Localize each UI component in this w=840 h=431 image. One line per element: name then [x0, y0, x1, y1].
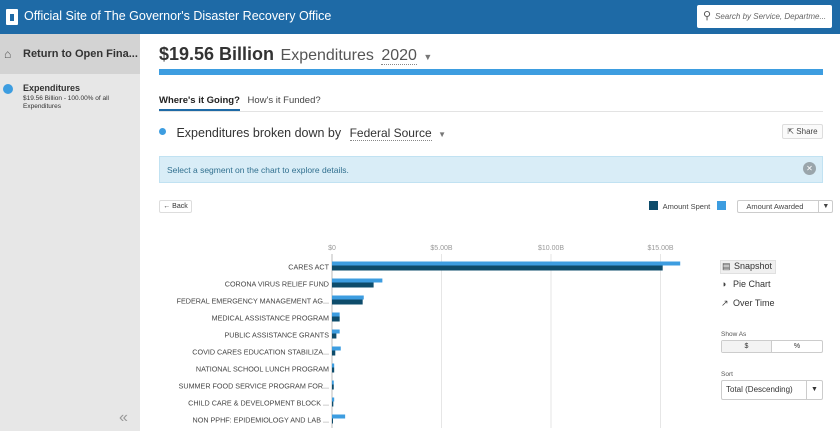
chart-legend: Amount Spent Amount Awarded ▼	[649, 200, 834, 213]
search-box[interactable]: ⚲	[697, 5, 832, 28]
category-label: CHILD CARE & DEVELOPMENT BLOCK ...	[188, 399, 329, 408]
category-label: COVID CARES EDUCATION STABILIZA...	[192, 348, 329, 357]
return-button[interactable]: ⌂ Return to Open Fina...	[0, 34, 140, 74]
spent-bar[interactable]	[332, 265, 663, 271]
tick-label: $10.00B	[538, 245, 564, 252]
total-amount: $19.56 Billion	[159, 44, 275, 64]
spent-bar[interactable]	[332, 350, 336, 356]
awarded-bar[interactable]	[332, 312, 340, 317]
category-label: FEDERAL EMERGENCY MANAGEMENT AG...	[177, 297, 329, 306]
site-logo-icon[interactable]	[6, 9, 18, 25]
share-label: Share	[796, 127, 818, 136]
category-label: NATIONAL SCHOOL LUNCH PROGRAM	[196, 365, 329, 374]
awarded-bar[interactable]	[332, 414, 346, 419]
show-as-label: Show As	[721, 331, 747, 338]
breakdown-heading: Expenditures broken down by Federal Sour…	[159, 124, 446, 142]
sort-label: Sort	[721, 371, 733, 378]
sort-caret-icon[interactable]: ▼	[806, 381, 822, 399]
awarded-bar[interactable]	[332, 346, 341, 351]
sort-value: Total (Descending)	[726, 385, 793, 394]
sidebar-item-subtext: $19.56 Billion - 100.00% of all Expendit…	[23, 95, 110, 110]
awarded-bar[interactable]	[332, 261, 681, 266]
info-banner: Select a segment on the chart to explore…	[159, 156, 823, 183]
total-progress-bar	[159, 69, 823, 75]
spent-bar[interactable]	[332, 367, 335, 373]
pie-chart-icon: ◑	[721, 279, 727, 289]
view-pie-chart[interactable]: ◑ Pie Chart	[721, 279, 771, 289]
expenditures-dot-icon	[3, 84, 13, 94]
spent-bar[interactable]	[332, 316, 340, 322]
sidebar: ⌂ Return to Open Fina... Expenditures $1…	[0, 34, 140, 431]
close-icon[interactable]: ✕	[803, 162, 816, 175]
total-label: Expenditures	[280, 47, 374, 64]
back-button[interactable]: ← Back	[159, 200, 192, 213]
legend-swatch-awarded	[717, 201, 727, 210]
spent-bar[interactable]	[332, 418, 333, 424]
category-label: NON PPHF: EPIDEMIOLOGY AND LAB ...	[193, 416, 329, 425]
legend-caret-icon[interactable]: ▼	[818, 201, 832, 212]
sort-select[interactable]: Total (Descending) ▼	[721, 380, 823, 400]
tab-how-funded[interactable]: How's it Funded?	[247, 95, 321, 106]
breakdown-dot-icon	[159, 128, 166, 135]
category-label: CARES ACT	[288, 263, 329, 272]
header-bar: Official Site of The Governor's Disaster…	[0, 0, 840, 34]
return-label: Return to Open Fina...	[23, 48, 138, 60]
bar-chart[interactable]: $0 $5.00B $10.00B $15.00B CARES ACT CORONA VI…	[140, 234, 700, 431]
awarded-bar[interactable]	[332, 278, 383, 283]
legend-label-spent: Amount Spent	[662, 202, 711, 211]
awarded-bar[interactable]	[332, 380, 334, 385]
view-over-time[interactable]: ↗ Over Time	[721, 298, 775, 308]
spent-bar[interactable]	[332, 282, 374, 288]
legend-label-awarded: Amount Awarded	[746, 202, 804, 211]
category-label: MEDICAL ASSISTANCE PROGRAM	[212, 314, 329, 323]
breakdown-caret-icon[interactable]: ▼	[438, 130, 447, 139]
site-title[interactable]: Official Site of The Governor's Disaster…	[24, 9, 332, 23]
amount-awarded-select[interactable]: Amount Awarded ▼	[737, 200, 834, 213]
tick-label: $0	[328, 245, 336, 252]
page-title: $19.56 Billion Expenditures 2020 ▼	[159, 44, 432, 65]
tabs-divider	[159, 111, 823, 112]
sidebar-item-expenditures[interactable]: Expenditures $19.56 Billion - 100.00% of…	[0, 80, 140, 116]
category-label: SUMMER FOOD SERVICE PROGRAM FOR...	[179, 382, 329, 391]
bar-chart-icon: ▤	[722, 261, 731, 271]
awarded-bar[interactable]	[332, 363, 335, 368]
tab-where-going[interactable]: Where's it Going?	[159, 95, 240, 111]
show-as-toggle: $ %	[721, 340, 823, 353]
tabs: Where's it Going? How's it Funded?	[159, 95, 326, 111]
awarded-bar[interactable]	[332, 397, 335, 402]
spent-bar[interactable]	[332, 333, 337, 339]
tick-label: $5.00B	[430, 245, 453, 252]
view-snapshot[interactable]: ▤ Snapshot	[720, 260, 776, 274]
spent-bar[interactable]	[332, 299, 363, 305]
search-icon[interactable]: ⚲	[703, 10, 712, 22]
spent-bar[interactable]	[332, 384, 334, 390]
tick-label: $15.00B	[647, 245, 673, 252]
search-input[interactable]	[715, 8, 829, 25]
share-icon: ⇱	[787, 127, 795, 136]
sidebar-item-name: Expenditures	[23, 83, 81, 93]
awarded-bar[interactable]	[332, 329, 340, 334]
spent-bar[interactable]	[332, 401, 334, 407]
share-button[interactable]: ⇱ Share	[782, 124, 823, 139]
collapse-sidebar-icon[interactable]: «	[119, 409, 128, 426]
breakdown-prefix: Expenditures broken down by	[176, 126, 342, 140]
line-chart-icon: ↗	[721, 298, 729, 308]
category-label: PUBLIC ASSISTANCE GRANTS	[224, 331, 329, 340]
main-content: $19.56 Billion Expenditures 2020 ▼ Where…	[140, 34, 840, 431]
home-icon: ⌂	[4, 47, 12, 61]
year-select[interactable]: 2020	[381, 47, 417, 65]
show-as-percent[interactable]: %	[793, 343, 801, 350]
breakdown-select[interactable]: Federal Source	[349, 126, 432, 141]
category-label: CORONA VIRUS RELIEF FUND	[225, 280, 329, 289]
awarded-bar[interactable]	[332, 295, 364, 300]
show-as-dollars[interactable]: $	[722, 341, 772, 352]
info-message: Select a segment on the chart to explore…	[167, 165, 349, 175]
legend-swatch-spent	[649, 201, 658, 210]
year-caret-icon[interactable]: ▼	[423, 52, 433, 62]
